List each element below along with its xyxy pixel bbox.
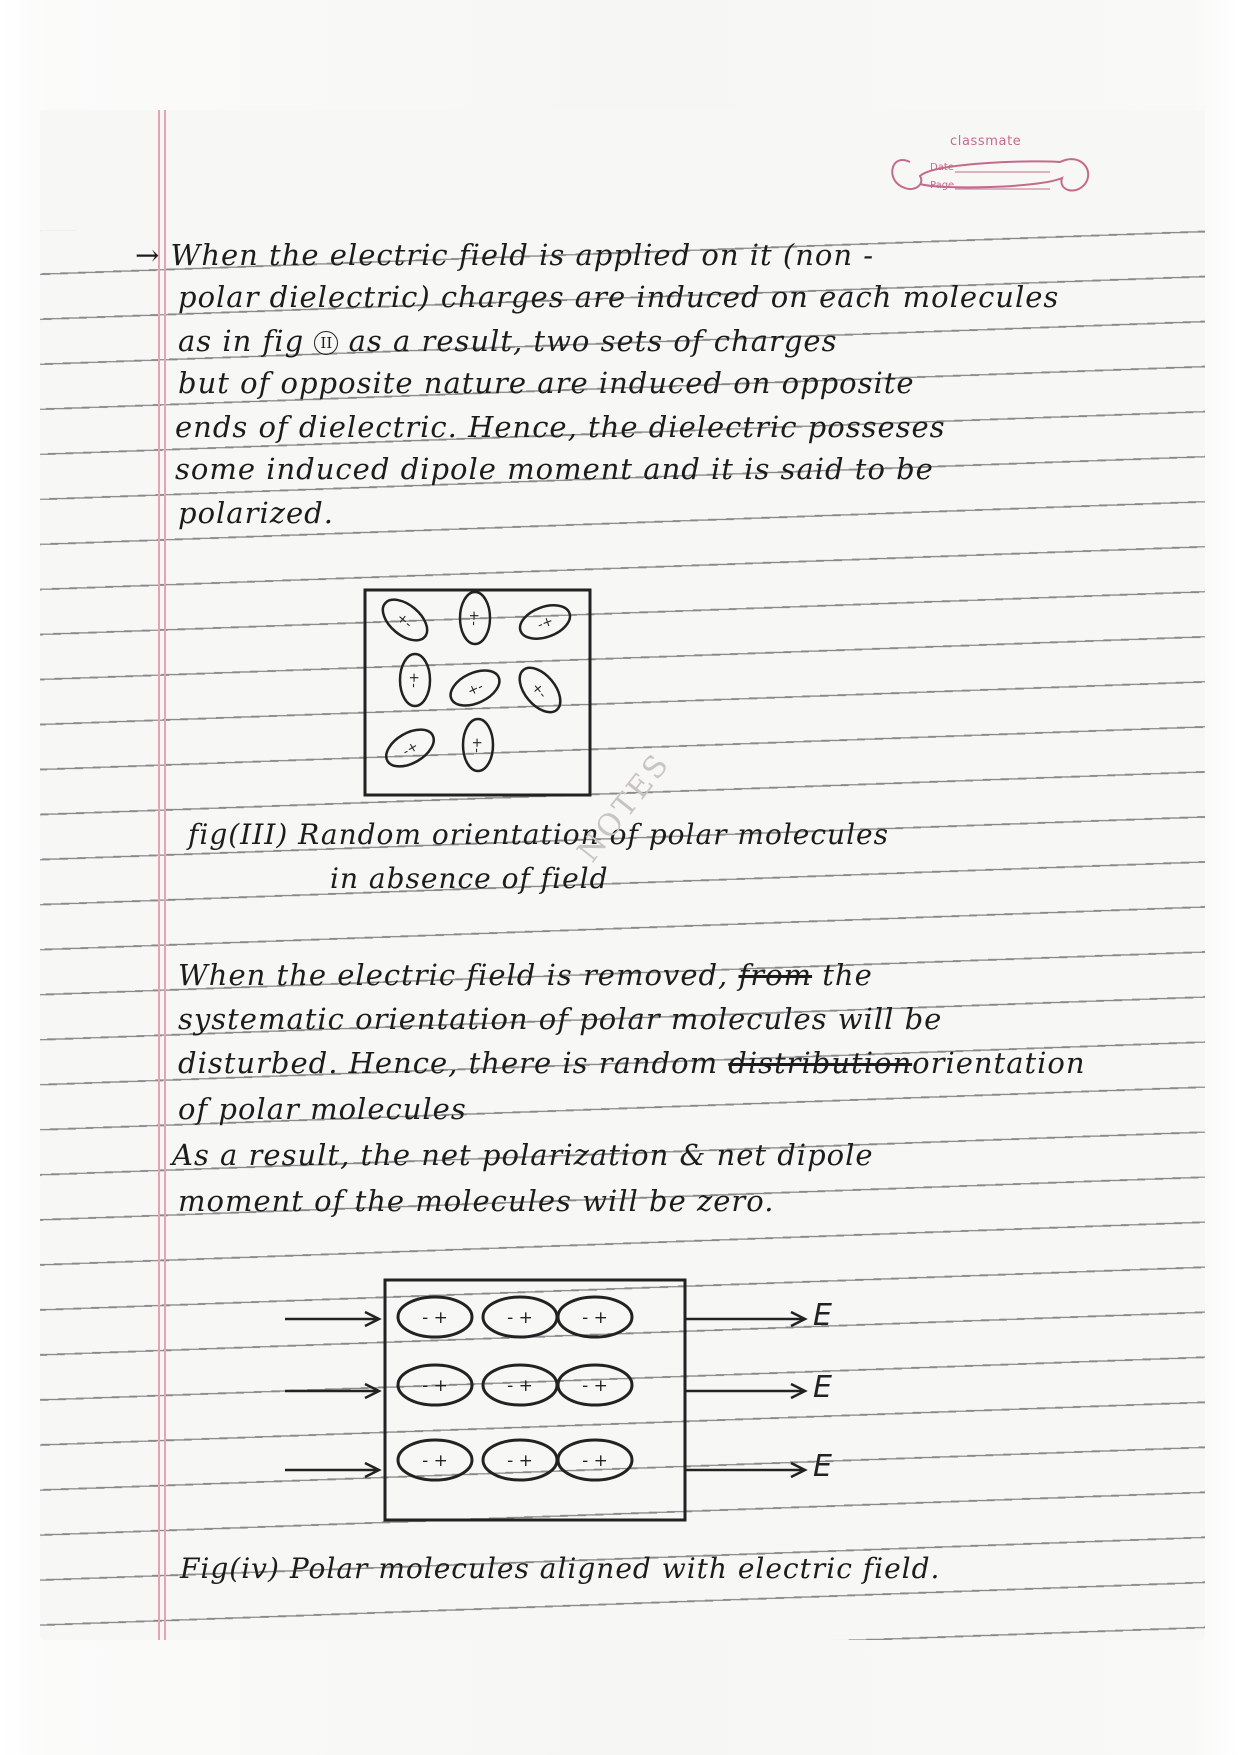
text-line: but of opposite nature are induced on op… bbox=[178, 366, 915, 400]
polar-molecule: - + bbox=[556, 1363, 634, 1407]
struck-word: from bbox=[738, 958, 813, 992]
text-line: polar dielectric) charges are induced on… bbox=[178, 280, 1060, 314]
text-line: as in fig II as a result, two sets of ch… bbox=[178, 324, 837, 358]
field-label: E bbox=[813, 1370, 832, 1405]
molecule-charges: - + bbox=[422, 1376, 448, 1396]
molecule-charges: +- bbox=[393, 610, 415, 632]
molecule-charges: - + bbox=[507, 1451, 533, 1471]
polar-molecule: -+ bbox=[518, 604, 572, 640]
figure3-caption: in absence of field bbox=[330, 862, 609, 895]
molecule-charges: +- bbox=[466, 610, 481, 626]
molecule-group: +- +- -+ +- +- +- -+ +- bbox=[381, 590, 572, 773]
arrow-head bbox=[364, 1461, 382, 1479]
polar-molecule: +- bbox=[518, 666, 562, 714]
molecule-charges: - + bbox=[582, 1308, 608, 1328]
page-label: Page bbox=[930, 180, 955, 191]
molecule-charges: +- bbox=[528, 680, 550, 702]
molecule-group: - + - + - + - + - + - + - + - + - + bbox=[396, 1295, 634, 1482]
figure-aligned-molecules: E E E - + - + - + - + - + - + - + - + - + bbox=[285, 1278, 832, 1522]
arrow-head bbox=[790, 1461, 808, 1479]
arrow-head bbox=[790, 1310, 808, 1328]
arrow-head bbox=[790, 1382, 808, 1400]
text-segment: the bbox=[822, 958, 873, 992]
molecule-charges: +- bbox=[469, 737, 484, 753]
text-line: When the electric field is removed, from… bbox=[178, 958, 873, 992]
polar-molecule: +- bbox=[449, 669, 501, 707]
molecule-charges: - + bbox=[422, 1308, 448, 1328]
polar-molecule: - + bbox=[396, 1295, 474, 1339]
polar-molecule: -+ bbox=[385, 728, 435, 768]
stamp-frame bbox=[891, 158, 1090, 192]
field-arrows: E E E bbox=[285, 1298, 832, 1484]
classmate-stamp: classmate Date Page bbox=[880, 132, 1100, 212]
molecule-charges: +- bbox=[465, 679, 486, 699]
dielectric-box bbox=[363, 588, 592, 797]
molecule-charges: - + bbox=[582, 1376, 608, 1396]
polar-molecule: - + bbox=[396, 1363, 474, 1407]
polar-molecule: +- bbox=[461, 717, 495, 773]
polar-molecule: - + bbox=[481, 1295, 559, 1339]
text-line: As a result, the net polarization & net … bbox=[172, 1138, 874, 1172]
polar-molecule: +- bbox=[458, 590, 492, 646]
ruled-paper bbox=[40, 110, 1205, 1640]
molecule-charges: - + bbox=[507, 1308, 533, 1328]
figure3-caption: fig(III) Random orientation of polar mol… bbox=[188, 818, 889, 851]
molecule-charges: -+ bbox=[400, 739, 421, 760]
figure-random-orientation: +- +- -+ +- +- +- -+ +- bbox=[363, 588, 592, 797]
arrow-head bbox=[364, 1382, 382, 1400]
polar-molecule: +- bbox=[398, 652, 432, 708]
polar-molecule: - + bbox=[396, 1438, 474, 1482]
date-label: Date bbox=[930, 162, 954, 173]
arrow-head bbox=[364, 1310, 382, 1328]
margin-line bbox=[158, 110, 160, 1640]
text-line: systematic orientation of polar molecule… bbox=[178, 1002, 943, 1036]
molecule-charges: - + bbox=[582, 1451, 608, 1471]
text-segment: as a result, two sets of charges bbox=[348, 324, 838, 358]
molecule-charges: - + bbox=[422, 1451, 448, 1471]
field-label: E bbox=[813, 1298, 832, 1333]
text-line: polarized. bbox=[178, 496, 334, 530]
text-line: of polar molecules bbox=[178, 1092, 467, 1126]
struck-word: distribution bbox=[728, 1046, 913, 1080]
text-segment: When the electric field is removed, bbox=[178, 958, 729, 992]
text-line: moment of the molecules will be zero. bbox=[178, 1184, 775, 1218]
molecule-charges: +- bbox=[406, 672, 421, 688]
polar-molecule: - + bbox=[481, 1363, 559, 1407]
molecule-charges: - + bbox=[507, 1376, 533, 1396]
molecule-charges: -+ bbox=[536, 614, 556, 633]
field-label: E bbox=[813, 1449, 832, 1484]
text-line: some induced dipole moment and it is sai… bbox=[175, 452, 934, 486]
figure4-caption: Fig(iv) Polar molecules aligned with ele… bbox=[180, 1552, 941, 1585]
dielectric-box bbox=[383, 1278, 687, 1522]
text-segment: as in fig bbox=[178, 324, 305, 358]
text-segment: orientation bbox=[912, 1046, 1086, 1080]
polar-molecule: - + bbox=[556, 1295, 634, 1339]
polar-molecule: - + bbox=[481, 1438, 559, 1482]
brand-name: classmate bbox=[950, 134, 1022, 149]
text-line: ends of dielectric. Hence, the dielectri… bbox=[175, 410, 946, 444]
text-segment: disturbed. Hence, there is random bbox=[178, 1046, 719, 1080]
text-line: → When the electric field is applied on … bbox=[135, 238, 875, 272]
margin-line bbox=[164, 110, 166, 1640]
figure-reference: II bbox=[314, 331, 339, 355]
text-line: disturbed. Hence, there is random distri… bbox=[178, 1046, 1086, 1080]
polar-molecule: - + bbox=[556, 1438, 634, 1482]
polar-molecule: +- bbox=[381, 598, 429, 642]
